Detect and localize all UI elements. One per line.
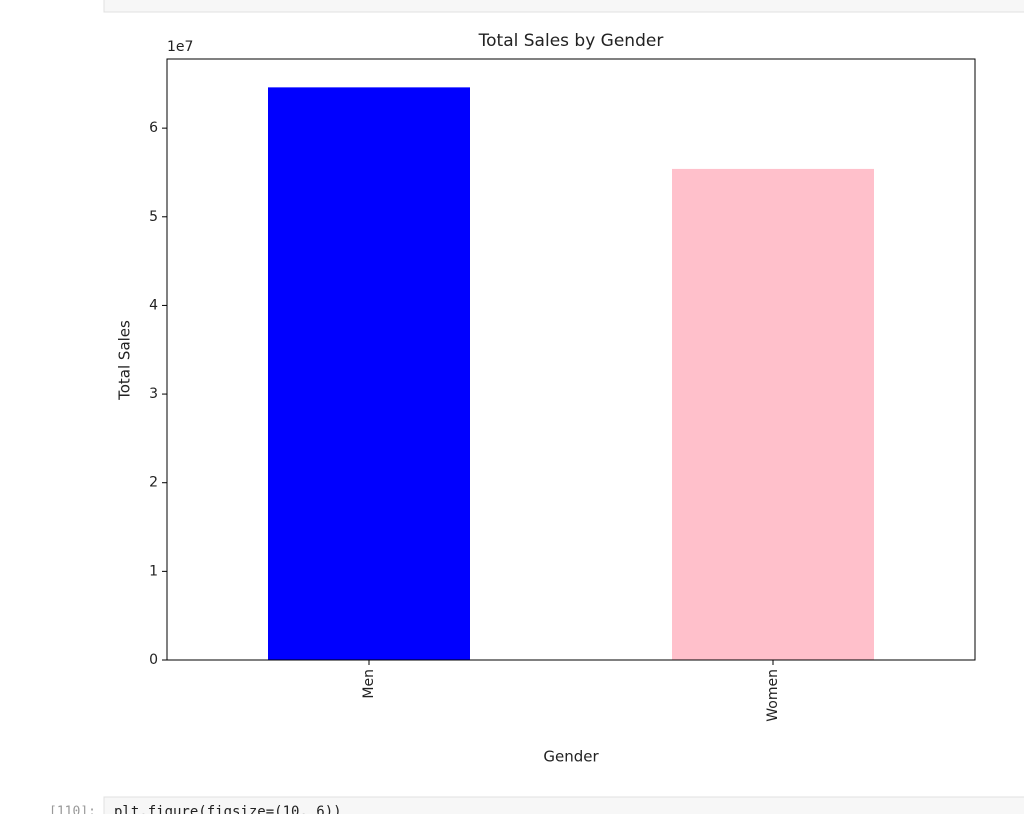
y-tick-label: 5 — [149, 209, 158, 225]
y-tick-label: 1 — [149, 563, 158, 579]
cell-prompt: [110]: — [49, 805, 96, 815]
x-axis-label: Gender — [543, 748, 599, 766]
y-tick-label: 0 — [149, 652, 158, 668]
y-offset-label: 1e7 — [167, 39, 193, 55]
x-tick-label: Women — [765, 669, 781, 722]
plot-frame — [166, 58, 976, 661]
code-cell-previous[interactable] — [103, 0, 1024, 13]
x-tick-label: Men — [361, 669, 377, 699]
y-axis-label: Total Sales — [116, 320, 134, 401]
y-tick-label: 4 — [149, 297, 158, 313]
bar — [268, 87, 470, 660]
y-tick-label: 3 — [149, 386, 158, 402]
y-tick-label: 6 — [149, 120, 158, 136]
cell-code: plt.figure(figsize=(10, 6)) — [114, 804, 342, 814]
bar — [672, 168, 874, 660]
y-tick-label: 2 — [149, 475, 158, 491]
chart-title: Total Sales by Gender — [478, 31, 664, 51]
chart: Total Sales by Gender 1e7 Total Sales Ge… — [116, 31, 976, 766]
